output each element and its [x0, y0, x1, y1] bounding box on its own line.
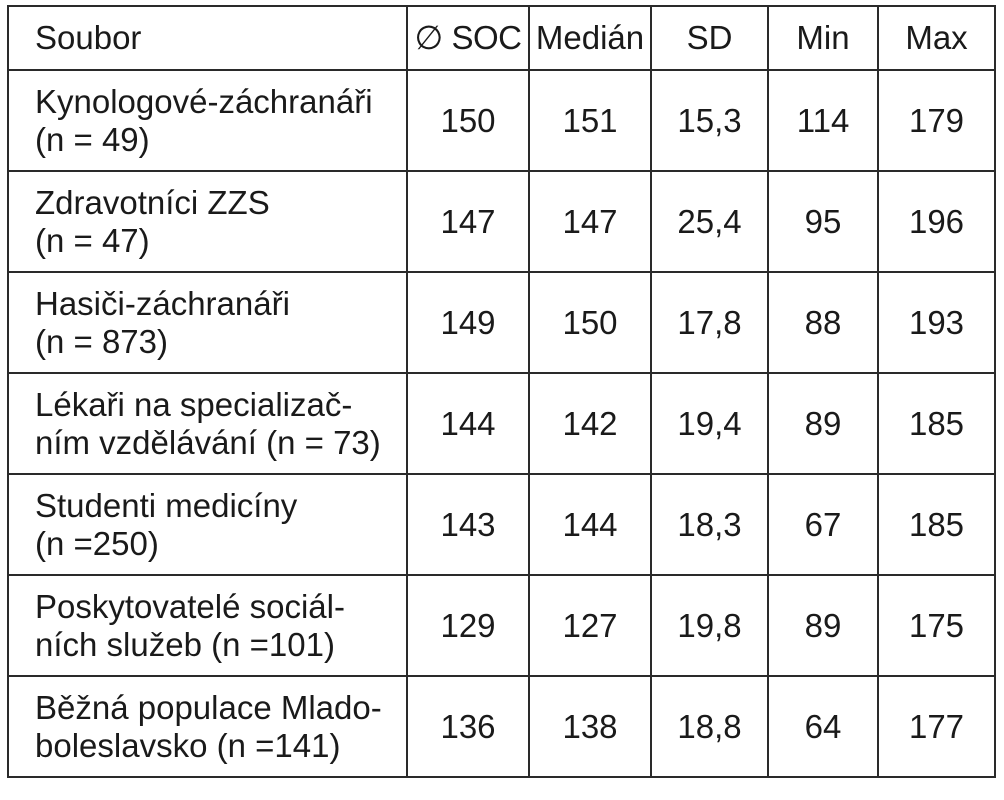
header-max: Max: [877, 5, 996, 71]
row-name-cell: Studenti medicíny (n =250): [7, 473, 408, 576]
row-name-line2: (n = 49): [35, 120, 150, 158]
row-sd-cell: 19,8: [650, 574, 769, 677]
row-soc-cell: 143: [406, 473, 530, 576]
row-min-cell: 114: [767, 69, 879, 172]
row-name-line1: Zdravotníci ZZS: [35, 183, 270, 221]
row-median-cell: 127: [528, 574, 652, 677]
table-row: Zdravotníci ZZS (n = 47) 147 147 25,4 95…: [7, 170, 996, 273]
row-name-line1: Poskytovatelé sociál-: [35, 587, 345, 625]
table-row: Poskytovatelé sociál- ních služeb (n =10…: [7, 574, 996, 677]
row-median-cell: 151: [528, 69, 652, 172]
table-header: Soubor ∅ SOC Medián SD Min Max: [7, 5, 996, 71]
row-max-cell: 193: [877, 271, 996, 374]
row-name-line2: ním vzdělávání (n = 73): [35, 423, 381, 461]
row-name-line2: (n =250): [35, 524, 159, 562]
row-name-cell: Poskytovatelé sociál- ních služeb (n =10…: [7, 574, 408, 677]
row-sd-cell: 15,3: [650, 69, 769, 172]
header-min: Min: [767, 5, 879, 71]
row-min-cell: 64: [767, 675, 879, 778]
row-max-cell: 175: [877, 574, 996, 677]
row-median-cell: 138: [528, 675, 652, 778]
row-soc-cell: 136: [406, 675, 530, 778]
row-max-cell: 196: [877, 170, 996, 273]
table-body: Kynologové-záchranáři (n = 49) 150 151 1…: [7, 69, 996, 778]
row-name-line1: Hasiči-záchranáři: [35, 284, 290, 322]
row-max-cell: 185: [877, 372, 996, 475]
row-name-cell: Zdravotníci ZZS (n = 47): [7, 170, 408, 273]
row-median-cell: 142: [528, 372, 652, 475]
table-row: Běžná populace Mlado- boleslavsko (n =14…: [7, 675, 996, 778]
row-name-line1: Kynologové-záchranáři: [35, 82, 373, 120]
row-name-line1: Běžná populace Mlado-: [35, 688, 382, 726]
header-median: Medián: [528, 5, 652, 71]
row-min-cell: 89: [767, 372, 879, 475]
row-min-cell: 88: [767, 271, 879, 374]
row-median-cell: 147: [528, 170, 652, 273]
row-soc-cell: 144: [406, 372, 530, 475]
row-name-line2: ních služeb (n =101): [35, 625, 335, 663]
row-soc-cell: 149: [406, 271, 530, 374]
row-name-cell: Hasiči-záchranáři (n = 873): [7, 271, 408, 374]
row-name-cell: Lékaři na specializač- ním vzdělávání (n…: [7, 372, 408, 475]
row-min-cell: 95: [767, 170, 879, 273]
row-sd-cell: 17,8: [650, 271, 769, 374]
row-soc-cell: 129: [406, 574, 530, 677]
row-soc-cell: 150: [406, 69, 530, 172]
row-sd-cell: 25,4: [650, 170, 769, 273]
table-row: Hasiči-záchranáři (n = 873) 149 150 17,8…: [7, 271, 996, 374]
row-soc-cell: 147: [406, 170, 530, 273]
row-max-cell: 179: [877, 69, 996, 172]
table-row: Lékaři na specializač- ním vzdělávání (n…: [7, 372, 996, 475]
row-name-line2: (n = 47): [35, 221, 150, 259]
row-sd-cell: 18,3: [650, 473, 769, 576]
row-name-cell: Běžná populace Mlado- boleslavsko (n =14…: [7, 675, 408, 778]
table-row: Studenti medicíny (n =250) 143 144 18,3 …: [7, 473, 996, 576]
soc-statistics-table: Soubor ∅ SOC Medián SD Min Max Kynologov…: [7, 5, 996, 778]
row-max-cell: 185: [877, 473, 996, 576]
row-max-cell: 177: [877, 675, 996, 778]
row-sd-cell: 18,8: [650, 675, 769, 778]
row-name-line2: (n = 873): [35, 322, 168, 360]
row-min-cell: 67: [767, 473, 879, 576]
row-median-cell: 144: [528, 473, 652, 576]
row-median-cell: 150: [528, 271, 652, 374]
row-name-line2: boleslavsko (n =141): [35, 726, 341, 764]
header-row: Soubor ∅ SOC Medián SD Min Max: [7, 5, 996, 71]
row-name-line1: Studenti medicíny: [35, 486, 298, 524]
header-soc-label: ∅ SOC: [414, 19, 522, 56]
row-sd-cell: 19,4: [650, 372, 769, 475]
header-soc: ∅ SOC: [406, 5, 530, 71]
header-soubor: Soubor: [7, 5, 408, 71]
row-min-cell: 89: [767, 574, 879, 677]
row-name-cell: Kynologové-záchranáři (n = 49): [7, 69, 408, 172]
row-name-line1: Lékaři na specializač-: [35, 385, 353, 423]
header-sd: SD: [650, 5, 769, 71]
table-row: Kynologové-záchranáři (n = 49) 150 151 1…: [7, 69, 996, 172]
